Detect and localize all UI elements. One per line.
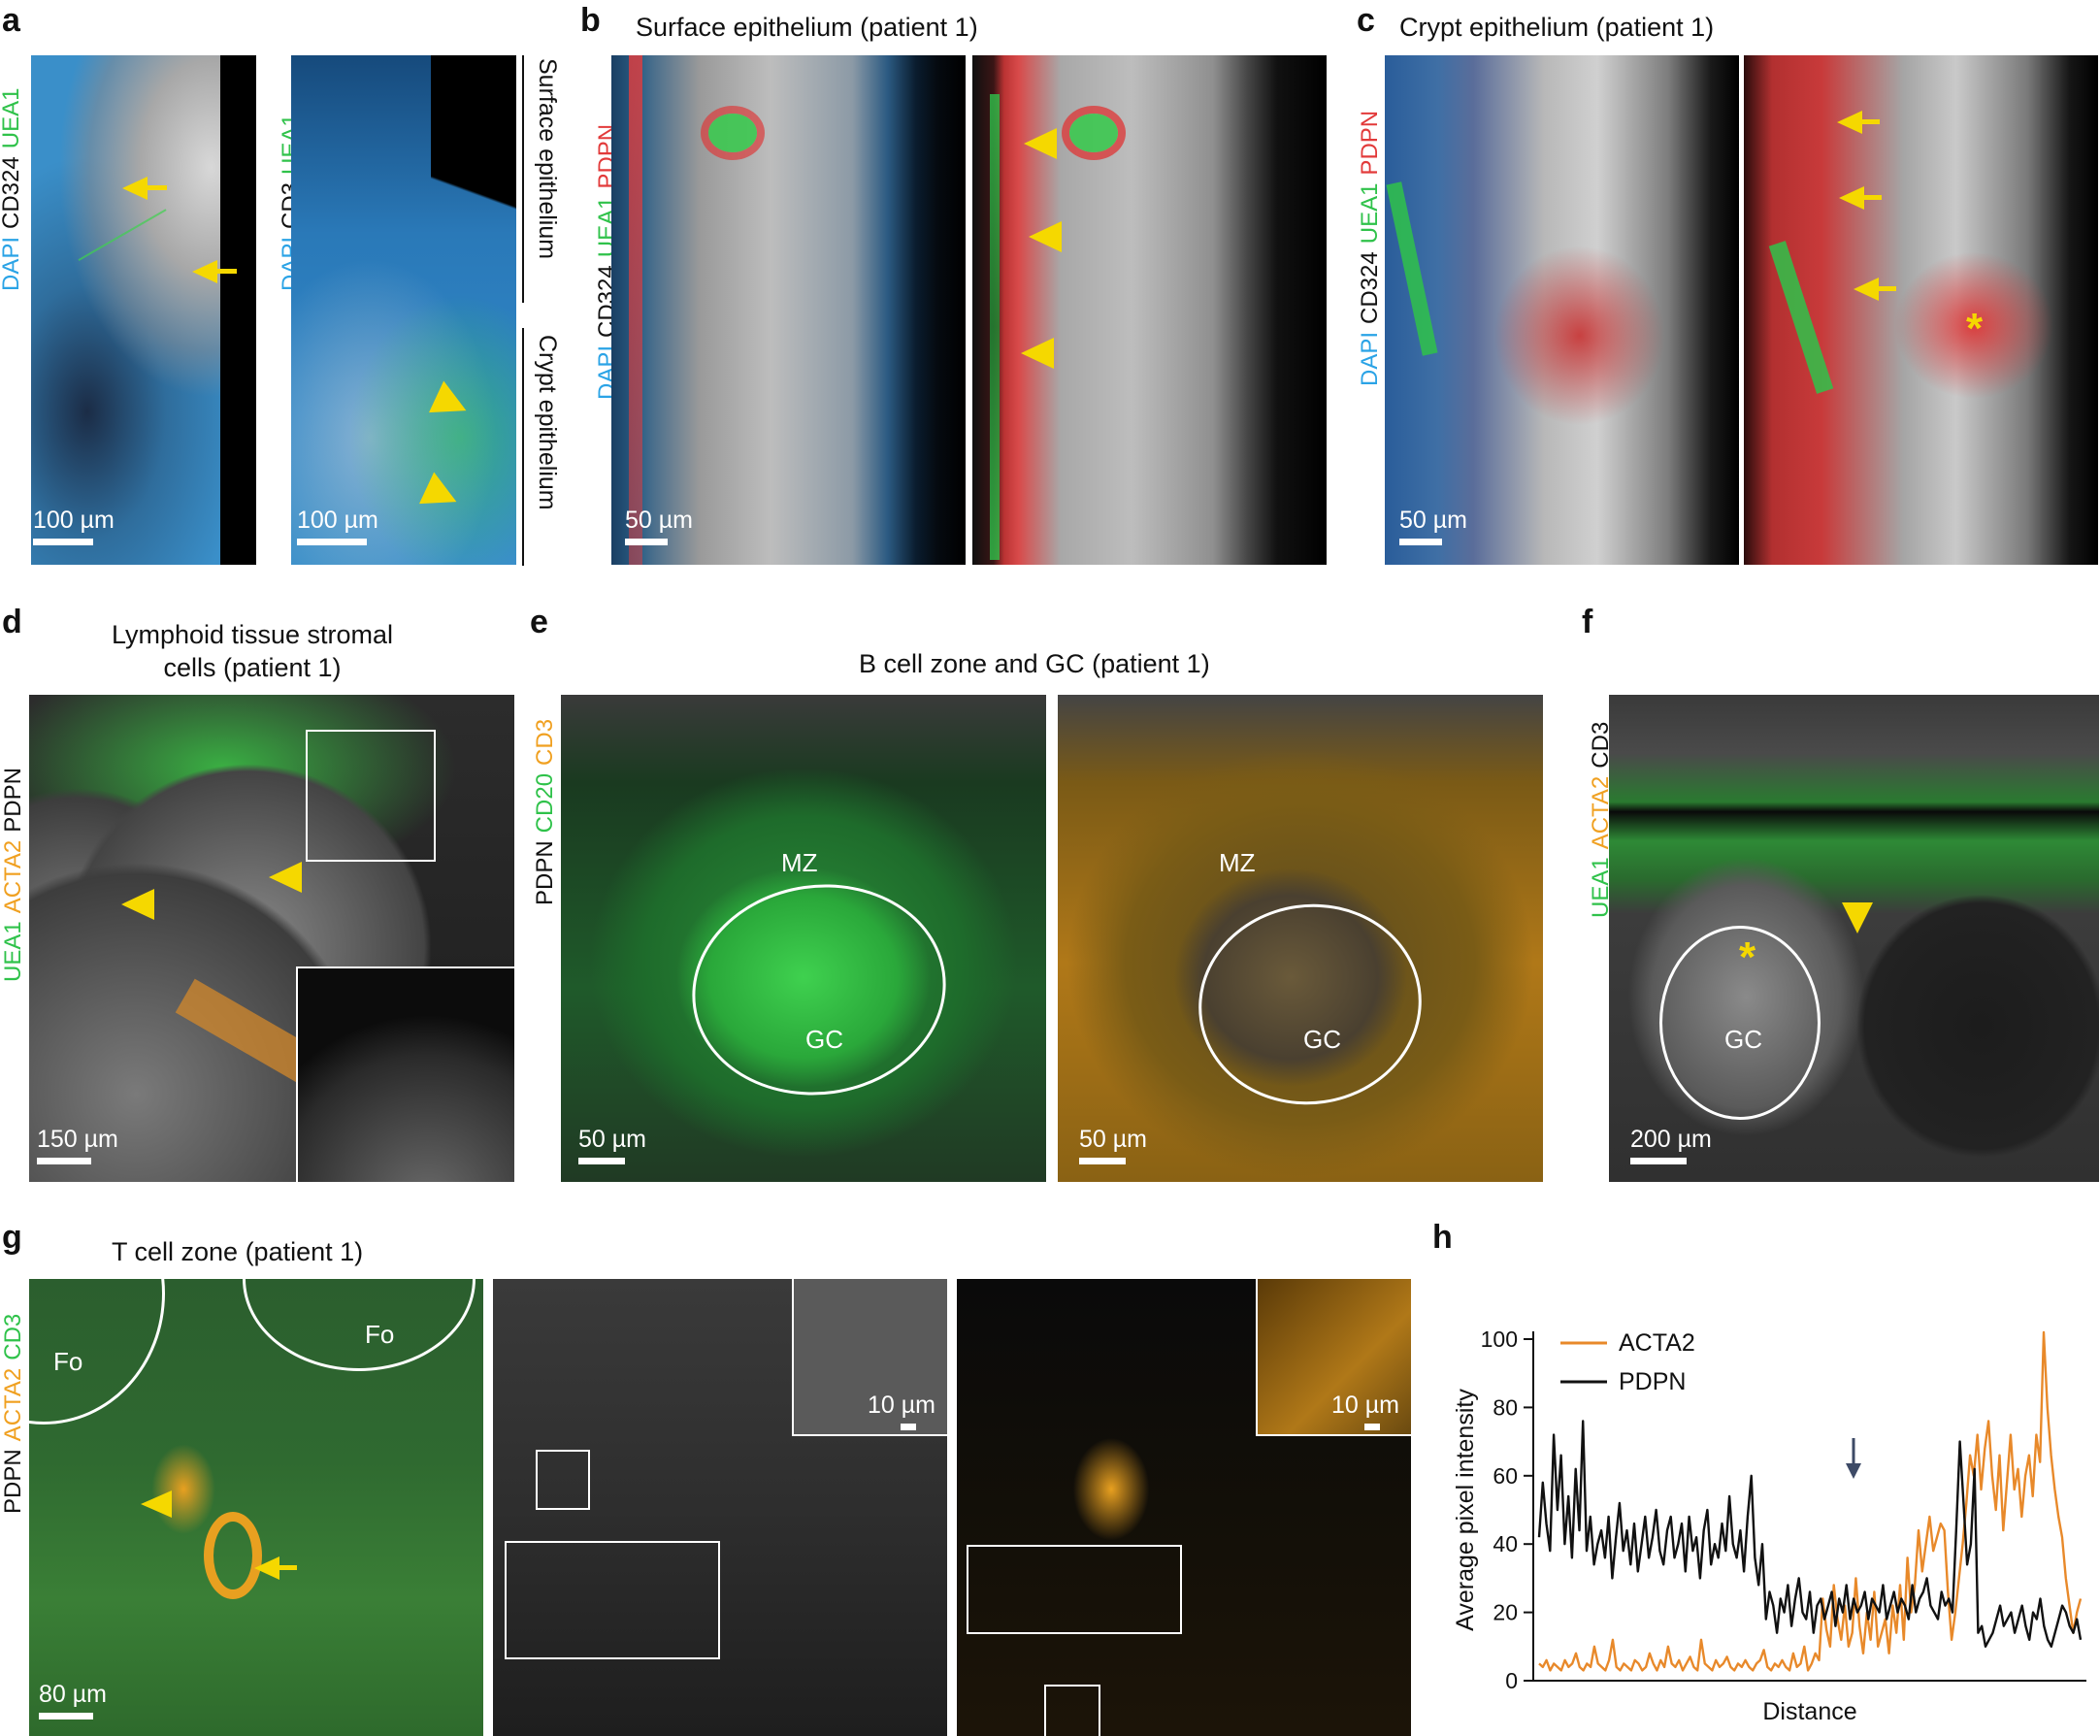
panel-label-b: b <box>580 2 601 39</box>
y-axis-label: Average pixel intensity <box>1452 1389 1479 1631</box>
arrowhead-icon <box>269 862 302 893</box>
legend-label: PDPN <box>1619 1368 1686 1395</box>
scale-bar: 80 µm <box>39 1681 107 1720</box>
arrowhead-icon <box>121 889 154 920</box>
channel-uea1: UEA1 <box>1357 182 1383 245</box>
channel-cd3: CD3 <box>532 718 558 766</box>
channel-dapi: DAPI <box>1357 331 1383 386</box>
arrow-icon <box>122 177 148 200</box>
panel-c-left-image <box>1385 55 1739 565</box>
panel-e-channels: PDPN CD20 CD3 <box>532 711 559 905</box>
panel-label-f: f <box>1582 604 1593 640</box>
gc-label: GC <box>805 1025 843 1054</box>
panel-g-right-inset <box>1256 1279 1411 1436</box>
y-tick-label: 100 <box>1481 1327 1518 1352</box>
channel-dapi: DAPI <box>0 236 24 291</box>
channel-cd324: CD324 <box>0 156 24 229</box>
arrowhead-icon <box>141 1490 172 1518</box>
scale-bar: 200 µm <box>1630 1126 1712 1164</box>
arrow-icon <box>1839 186 1864 210</box>
fo-label: Fo <box>53 1347 83 1376</box>
panel-c-title: Crypt epithelium (patient 1) <box>1399 13 1715 42</box>
scale-bar: 50 µm <box>625 507 693 545</box>
channel-cd324: CD324 <box>1357 251 1383 324</box>
panel-c-right-image <box>1744 55 2098 565</box>
panel-b-title: Surface epithelium (patient 1) <box>636 13 978 42</box>
mz-label: MZ <box>1219 848 1256 877</box>
scale-bar: 50 µm <box>578 1126 646 1164</box>
channel-pdpn: PDPN <box>532 840 558 905</box>
y-tick-label: 60 <box>1493 1463 1518 1489</box>
panel-b-left-image <box>611 55 966 565</box>
arrow-icon <box>1854 278 1879 301</box>
inset-scale-bar: 10 µm <box>1331 1392 1399 1430</box>
legend-label: ACTA2 <box>1619 1329 1695 1357</box>
panel-label-c: c <box>1357 2 1375 39</box>
panel-label-d: d <box>2 604 22 640</box>
inset-scale-bar: 10 µm <box>868 1392 935 1430</box>
down-arrow-icon <box>1846 1463 1861 1479</box>
y-tick-label: 20 <box>1493 1600 1518 1625</box>
x-axis-label: Distance <box>1762 1698 1856 1725</box>
panel-a-right-image <box>291 55 516 565</box>
star-marker: * <box>1966 305 1984 352</box>
panel-label-g: g <box>2 1219 22 1256</box>
panel-e-title: B cell zone and GC (patient 1) <box>859 649 1210 678</box>
channel-uea1: UEA1 <box>0 87 24 149</box>
arrowhead-icon <box>1842 902 1873 934</box>
panel-g-middle-inset <box>792 1279 947 1436</box>
fo-label: Fo <box>365 1320 395 1349</box>
panel-e-left-image <box>561 695 1046 1182</box>
bracket-line-top <box>522 55 524 303</box>
zoom-box <box>306 730 436 862</box>
panel-d-channels: UEA1 ACTA2 PDPN <box>0 760 27 982</box>
channel-pdpn: PDPN <box>1357 110 1383 176</box>
channel-pdpn: PDPN <box>0 1449 26 1514</box>
gc-label: GC <box>1724 1025 1762 1054</box>
gc-label: GC <box>1303 1025 1341 1054</box>
scale-bar: 50 µm <box>1399 507 1467 545</box>
y-tick-label: 0 <box>1505 1668 1518 1693</box>
channel-cd20: CD20 <box>532 772 558 834</box>
panel-d-title: Lymphoid tissue stromal cells (patient 1) <box>111 620 394 682</box>
panel-g-channels: PDPN ACTA2 CD3 <box>0 1306 27 1514</box>
bracket-line-bottom <box>522 328 524 566</box>
channel-acta2: ACTA2 <box>0 1367 26 1442</box>
y-tick-label: 40 <box>1493 1531 1518 1556</box>
arrow-icon <box>254 1556 279 1580</box>
mz-label: MZ <box>781 848 818 877</box>
channel-uea1: UEA1 <box>0 921 26 982</box>
panel-label-h: h <box>1432 1219 1453 1256</box>
star-marker: * <box>1739 934 1756 981</box>
panel-f-image <box>1609 695 2099 1182</box>
panel-label-e: e <box>530 604 548 640</box>
panel-g-title: T cell zone (patient 1) <box>112 1237 364 1266</box>
channel-acta2: ACTA2 <box>0 839 26 914</box>
panel-c-channels: DAPI CD324 UEA1 PDPN <box>1357 103 1384 386</box>
arrow-icon <box>1837 111 1862 134</box>
channel-pdpn: PDPN <box>0 768 26 833</box>
panel-g-left-image <box>29 1279 483 1736</box>
scale-bar: 150 µm <box>37 1126 118 1164</box>
channel-cd3: CD3 <box>0 1313 26 1360</box>
panel-e-right-image <box>1058 695 1543 1182</box>
arrowhead-icon <box>1024 128 1057 159</box>
panel-a-left-image <box>31 55 256 565</box>
side-label-surface: Surface epithelium <box>534 58 561 260</box>
scale-bar: 100 µm <box>33 507 115 545</box>
arrowhead-icon <box>1029 221 1062 252</box>
series-line-pdpn <box>1537 1420 2083 1648</box>
y-tick-label: 80 <box>1493 1394 1518 1420</box>
series-line-acta2 <box>1538 1330 2083 1672</box>
panel-label-a: a <box>2 2 20 39</box>
arrowhead-icon <box>1021 338 1054 369</box>
panel-a-left-channels: DAPI CD324 UEA1 <box>0 81 25 291</box>
scale-bar: 100 µm <box>297 507 378 545</box>
panel-d-inset <box>296 966 514 1182</box>
intensity-line-chart: 0 20 40 60 80 100 Average pixel intensity Dista… <box>1452 1327 2086 1725</box>
side-label-crypt: Crypt epithelium <box>534 335 561 510</box>
arrow-icon <box>192 260 217 283</box>
scale-bar: 50 µm <box>1079 1126 1147 1164</box>
